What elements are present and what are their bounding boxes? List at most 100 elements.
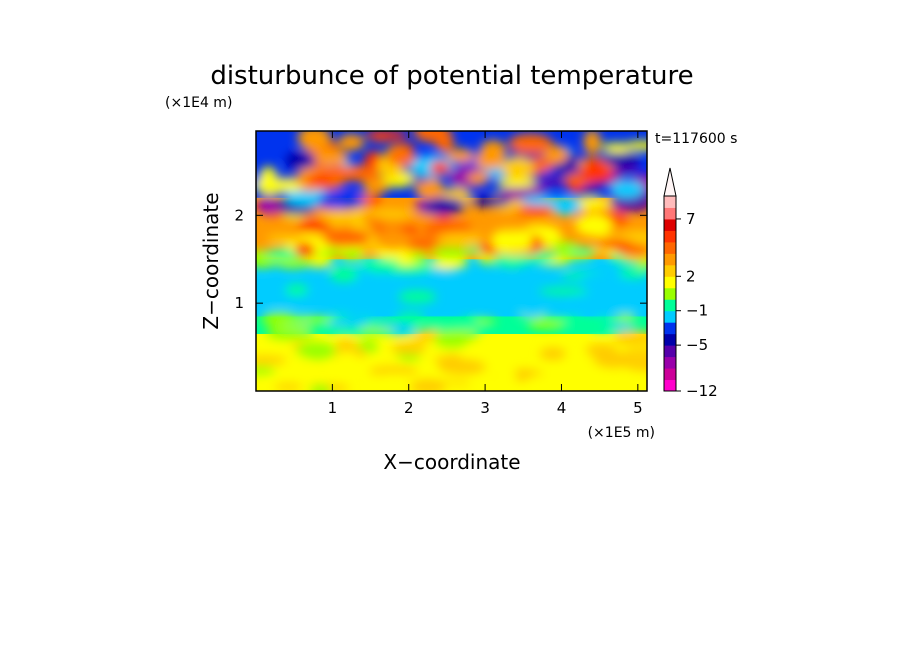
colorbar-cell <box>664 241 676 254</box>
colorbar-label: 7 <box>686 210 696 228</box>
x-tick-label: 5 <box>633 399 643 417</box>
y-axis-label: Z−coordinate <box>199 192 223 329</box>
field-blob <box>409 379 447 391</box>
field-blob <box>423 197 466 215</box>
field-blob <box>284 284 309 297</box>
field-blob <box>548 162 586 173</box>
field-blob <box>318 191 366 210</box>
field-blob <box>612 303 638 313</box>
field-blob <box>296 219 333 231</box>
field-blob <box>369 365 418 377</box>
field-blob <box>321 210 351 225</box>
field-blob <box>386 151 417 166</box>
colorbar-cell <box>664 299 676 312</box>
field-blob <box>508 133 553 154</box>
field-blob <box>575 214 613 237</box>
field-blob <box>329 266 359 283</box>
colorbar-cell <box>664 379 676 392</box>
field-blob <box>583 131 601 155</box>
colorbar-frame <box>663 195 677 392</box>
field-blob <box>600 142 633 153</box>
field-blob <box>362 176 391 195</box>
field-blob <box>609 180 645 199</box>
field-blob <box>544 176 566 187</box>
colorbar-cell <box>664 333 676 346</box>
y-axis-unit: (×1E4 m) <box>165 95 232 111</box>
field-blob <box>436 232 484 245</box>
field-blob <box>306 174 331 187</box>
chart-title: disturbunce of potential temperature <box>210 61 693 91</box>
field-blob <box>519 305 546 317</box>
field-blob <box>309 384 332 391</box>
field-blob <box>455 329 480 341</box>
colorbar-labels: 7 2 −1 −5 −12 <box>676 210 718 400</box>
field-blob <box>527 319 566 330</box>
field-blob <box>261 312 299 328</box>
colorbar-cell <box>664 368 676 381</box>
colorbar-cells <box>664 196 676 392</box>
field-blob <box>495 177 537 188</box>
field-blob <box>364 131 408 140</box>
y-tick-label: 2 <box>234 206 244 224</box>
field-blob <box>283 315 334 325</box>
field-blob <box>375 229 411 251</box>
colorbar-cell <box>664 253 676 266</box>
field-blob <box>538 287 588 296</box>
field-blob <box>429 160 451 175</box>
field-blob <box>580 273 629 286</box>
colorbar-cell <box>664 322 676 335</box>
field-blob <box>426 322 467 330</box>
field-blob <box>571 294 624 314</box>
field-blob <box>343 306 391 318</box>
plot-frame <box>255 130 648 392</box>
field-blob <box>548 241 579 252</box>
colorbar-label: −5 <box>686 336 708 354</box>
colorbar-cell <box>664 356 676 369</box>
field-blob <box>431 256 468 270</box>
field-blob <box>365 209 413 219</box>
colorbar-label: 2 <box>686 267 696 285</box>
x-tick-label: 2 <box>404 399 414 417</box>
field-blob <box>580 163 613 183</box>
colorbar-label: −12 <box>686 382 718 400</box>
colorbar: 7 2 −1 −5 −12 <box>663 167 718 400</box>
field-blob <box>259 166 277 186</box>
field-blob <box>398 290 437 304</box>
time-label: t=117600 s <box>655 131 737 147</box>
field-blob <box>342 248 364 262</box>
field-blob <box>413 131 450 143</box>
field-blob <box>334 351 360 369</box>
x-axis-label: X−coordinate <box>383 450 520 474</box>
field-blob <box>467 172 490 185</box>
field-blob <box>256 284 289 292</box>
field-blob <box>468 195 512 207</box>
field-blob <box>613 330 647 346</box>
heatmap-field <box>256 131 647 391</box>
field-blob <box>391 341 427 355</box>
x-tick-label: 4 <box>557 399 567 417</box>
field-blob <box>446 148 475 163</box>
field-blob <box>273 383 303 391</box>
field-blob <box>297 131 331 151</box>
x-tick-label: 1 <box>328 399 338 417</box>
colorbar-cell <box>664 207 676 220</box>
field-blob <box>265 326 315 341</box>
field-blob <box>296 341 337 360</box>
field-blob <box>602 152 642 167</box>
field-blob <box>404 212 438 224</box>
field-blob <box>257 292 299 307</box>
field-blob <box>337 165 380 182</box>
x-tick-label: 3 <box>480 399 490 417</box>
field-blob <box>500 184 543 201</box>
field-blob <box>256 195 281 215</box>
colorbar-cell <box>664 345 676 358</box>
field-blob <box>256 355 288 365</box>
field-blob <box>544 145 569 164</box>
field-blob <box>622 348 647 358</box>
colorbar-cell <box>664 276 676 289</box>
colorbar-cell <box>664 310 676 323</box>
colorbar-cell <box>664 264 676 277</box>
field-blob <box>321 317 371 328</box>
field-blob <box>539 347 566 361</box>
